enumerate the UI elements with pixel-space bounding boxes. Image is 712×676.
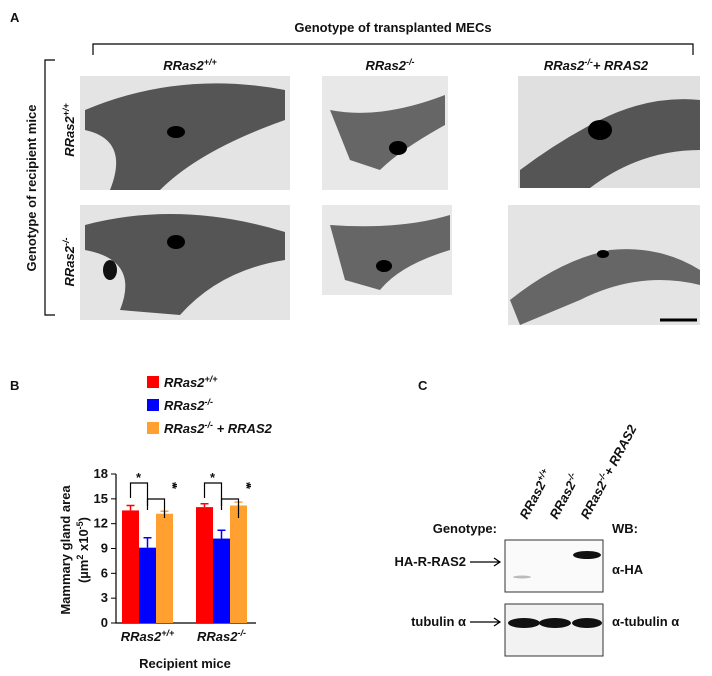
x-tick-label-part: +/+ xyxy=(161,628,175,638)
x-tick-label: RRas2+/+ xyxy=(121,628,175,644)
row-label: RRas2-/- xyxy=(61,238,77,287)
lane-label-part: RRas2 xyxy=(577,478,610,521)
y-tick-label: 6 xyxy=(101,565,108,580)
lane-label-part: RRas2 xyxy=(516,478,549,521)
legend-label: RRas2+/+ xyxy=(164,374,218,390)
y-tick-label: 3 xyxy=(101,590,108,605)
column-label-part: + RRAS2 xyxy=(593,58,649,73)
row-label-part: -/- xyxy=(61,238,71,247)
y-tick-label: 9 xyxy=(101,541,108,556)
column-label-part: +/+ xyxy=(204,57,218,67)
legend-label-part: RRas2 xyxy=(164,398,205,413)
antibody-label: α-tubulin α xyxy=(612,614,679,629)
y-label-part: (µm xyxy=(76,560,91,583)
column-label-part: RRas2 xyxy=(163,58,204,73)
panel-letter: C xyxy=(418,378,428,393)
x-tick-label-part: -/- xyxy=(237,628,246,638)
bar xyxy=(139,547,156,623)
annotation: ** xyxy=(239,482,254,490)
row-label: RRas2+/+ xyxy=(61,103,77,157)
legend-label-part: + RRAS2 xyxy=(213,421,273,436)
annotation: ** xyxy=(165,482,180,490)
blot xyxy=(470,539,604,657)
lane-label-part: +/+ xyxy=(535,466,550,483)
lane-label-part: -/- xyxy=(596,471,609,483)
column-label: RRas2-/-+ RRAS2 xyxy=(544,57,649,73)
column-label-part: RRas2 xyxy=(544,58,585,73)
bar xyxy=(230,505,247,623)
wb-label: WB: xyxy=(612,521,638,536)
bracket xyxy=(146,498,166,518)
column-label-part: RRas2 xyxy=(366,58,407,73)
y-label-part: -5 xyxy=(75,521,85,529)
legend-label: RRas2-/- + RRAS2 xyxy=(164,420,273,436)
genotype-label: Genotype: xyxy=(433,521,497,536)
legend-label-part: RRas2 xyxy=(164,375,205,390)
column-label: RRas2-/- xyxy=(366,57,415,73)
column-label-part: -/- xyxy=(584,57,593,67)
row-label-part: RRas2 xyxy=(62,245,77,286)
row-title: Genotype of recipient mice xyxy=(24,105,39,272)
error-bar xyxy=(200,503,209,508)
lane-label-part: + RRAS2 xyxy=(600,422,640,479)
legend-label-part: +/+ xyxy=(204,374,218,384)
y-label-part: ) xyxy=(76,517,91,521)
panel-a-images xyxy=(44,43,700,325)
panel-title: Genotype of transplanted MECs xyxy=(294,20,491,35)
legend-swatch xyxy=(147,399,159,411)
row-label-part: +/+ xyxy=(61,103,71,117)
y-label: Mammary gland area xyxy=(58,485,73,615)
protein-label: tubulin α xyxy=(411,614,466,629)
y-tick-label: 0 xyxy=(101,615,108,630)
x-tick-label-part: RRas2 xyxy=(197,629,238,644)
y-tick-label: 15 xyxy=(94,491,108,506)
legend-label-part: -/- xyxy=(204,397,213,407)
protein-label: HA-R-RAS2 xyxy=(395,554,467,569)
x-label: Recipient mice xyxy=(139,656,231,671)
error-bar xyxy=(126,504,135,511)
annotation: * xyxy=(136,470,142,485)
x-tick-label-part: RRas2 xyxy=(121,629,162,644)
bracket xyxy=(129,482,149,506)
y-label-part: 2 xyxy=(75,555,85,560)
row-label-part: RRas2 xyxy=(62,116,77,157)
bar xyxy=(156,513,173,623)
lane-label-part: RRas2 xyxy=(546,478,579,521)
lane-label: RRas2-/-+ RRAS2 xyxy=(577,421,640,521)
legend-label: RRas2-/- xyxy=(164,397,213,413)
error-bar xyxy=(217,529,226,539)
error-bar xyxy=(143,536,152,548)
panel-letter: B xyxy=(10,378,19,393)
bracket xyxy=(220,498,240,518)
y-tick-label: 18 xyxy=(94,466,108,481)
y-label: (µm2 x10-5) xyxy=(75,517,91,583)
bar xyxy=(213,538,230,623)
panel-letter: A xyxy=(10,10,20,25)
y-label-part: x10 xyxy=(76,529,91,554)
bar xyxy=(196,507,213,623)
legend-label-part: RRas2 xyxy=(164,421,205,436)
column-label-part: -/- xyxy=(406,57,415,67)
legend-swatch xyxy=(147,422,159,434)
column-label: RRas2+/+ xyxy=(163,57,217,73)
x-tick-label: RRas2-/- xyxy=(197,628,246,644)
legend-label-part: -/- xyxy=(204,420,213,430)
antibody-label: α-HA xyxy=(612,562,644,577)
bar xyxy=(122,510,139,623)
lane-label-part: -/- xyxy=(565,471,578,483)
y-tick-label: 12 xyxy=(94,516,108,531)
annotation: * xyxy=(210,470,216,485)
bracket xyxy=(203,482,223,506)
legend-swatch xyxy=(147,376,159,388)
